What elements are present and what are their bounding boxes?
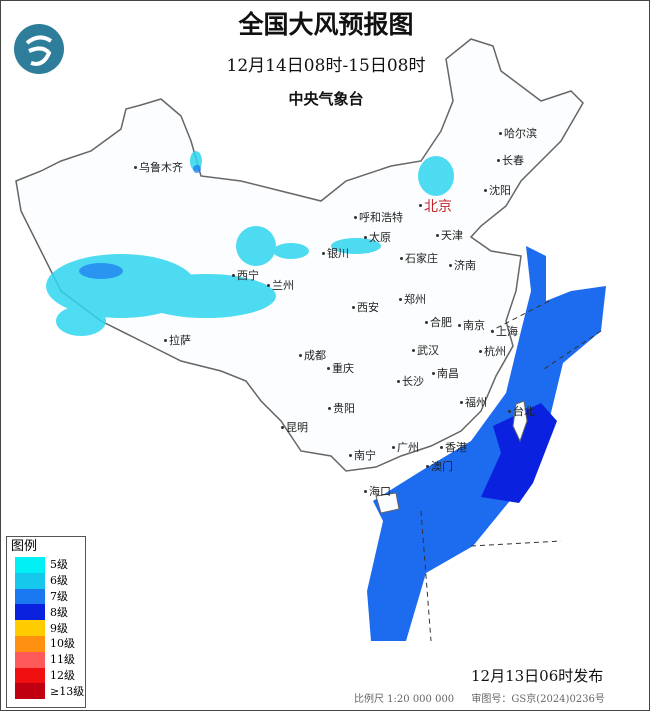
legend-item: 12级 bbox=[7, 667, 85, 684]
scale-label: 比例尺 1:20 000 000 bbox=[354, 694, 455, 705]
city-label: 广州 bbox=[392, 441, 419, 454]
city-label: 澳门 bbox=[426, 460, 453, 473]
city-label: 哈尔滨 bbox=[499, 127, 537, 140]
hainan-island bbox=[375, 492, 400, 514]
legend-swatch bbox=[15, 620, 45, 636]
taiwan-island bbox=[512, 400, 528, 443]
city-label: 海口 bbox=[364, 485, 391, 498]
legend-item: 9级 bbox=[7, 620, 85, 636]
city-label: 北京 bbox=[419, 199, 452, 215]
legend-label: 6级 bbox=[50, 574, 68, 588]
legend-swatch bbox=[15, 572, 45, 589]
legend-swatch bbox=[15, 683, 45, 700]
level-6-wind-areas bbox=[46, 151, 454, 336]
city-label: 长春 bbox=[497, 154, 524, 167]
city-label: 武汉 bbox=[412, 344, 439, 357]
city-label: 香港 bbox=[440, 441, 467, 454]
level-7-wind-inland bbox=[79, 165, 201, 279]
city-label: 杭州 bbox=[479, 345, 506, 358]
city-label: 南宁 bbox=[349, 449, 376, 462]
level-8-wind-sea-area bbox=[481, 403, 557, 503]
city-label: 昆明 bbox=[281, 421, 308, 434]
sea-boundary-lines bbox=[420, 300, 602, 642]
legend: 图例 5级 6级 7级 8级 9级 10级 11级 12级 ≥13级 bbox=[6, 536, 86, 708]
level-7-wind-sea-area bbox=[367, 246, 606, 641]
city-label: 南京 bbox=[458, 319, 485, 332]
legend-item: ≥13级 bbox=[7, 683, 85, 700]
legend-item: 7级 bbox=[7, 588, 85, 605]
city-label: 西宁 bbox=[232, 269, 259, 282]
legend-label: 5级 bbox=[50, 558, 68, 572]
legend-swatch bbox=[15, 651, 45, 668]
legend-item: 10级 bbox=[7, 635, 85, 652]
city-label: 上海 bbox=[491, 325, 518, 338]
city-label: 贵阳 bbox=[328, 402, 355, 415]
forecast-period: 12月14日08时-15日08时 bbox=[226, 56, 426, 76]
city-label: 呼和浩特 bbox=[354, 211, 403, 224]
legend-swatch bbox=[15, 557, 45, 573]
legend-label: ≥13级 bbox=[50, 684, 85, 698]
city-label: 福州 bbox=[460, 396, 487, 409]
legend-swatch bbox=[15, 588, 45, 605]
legend-swatch bbox=[15, 667, 45, 684]
city-label: 成都 bbox=[299, 349, 326, 362]
city-label: 石家庄 bbox=[400, 252, 438, 265]
legend-item: 11级 bbox=[7, 651, 85, 668]
city-label: 拉萨 bbox=[164, 334, 191, 347]
city-label: 台北 bbox=[508, 405, 535, 418]
issue-time: 12月13日06时发布 bbox=[471, 667, 604, 685]
city-label: 乌鲁木齐 bbox=[134, 161, 183, 174]
agency-name: 中央气象台 bbox=[288, 90, 364, 108]
city-label: 长沙 bbox=[397, 375, 424, 388]
city-label: 合肥 bbox=[425, 316, 452, 329]
legend-item: 5级 bbox=[7, 557, 85, 573]
map-footer: 比例尺 1:20 000 000 审图号：GS京(2024)0236号 bbox=[354, 693, 619, 706]
legend-label: 10级 bbox=[50, 637, 75, 651]
review-number: 审图号：GS京(2024)0236号 bbox=[471, 694, 605, 705]
legend-label: 9级 bbox=[50, 621, 68, 635]
legend-items: 5级 6级 7级 8级 9级 10级 11级 12级 ≥13级 bbox=[7, 557, 85, 700]
legend-item: 8级 bbox=[7, 604, 85, 621]
city-label: 太原 bbox=[364, 231, 391, 244]
map-title: 全国大风预报图 bbox=[238, 10, 414, 39]
legend-item: 6级 bbox=[7, 572, 85, 589]
legend-label: 11级 bbox=[50, 653, 75, 667]
city-label: 济南 bbox=[449, 259, 476, 272]
legend-label: 8级 bbox=[50, 605, 68, 619]
legend-title: 图例 bbox=[11, 539, 38, 554]
city-label: 兰州 bbox=[267, 279, 294, 292]
city-label: 郑州 bbox=[399, 293, 426, 306]
city-label: 银川 bbox=[322, 247, 349, 260]
city-label: 沈阳 bbox=[484, 184, 511, 197]
city-label: 西安 bbox=[352, 301, 379, 314]
legend-swatch bbox=[15, 604, 45, 621]
legend-swatch bbox=[15, 635, 45, 652]
city-label: 天津 bbox=[436, 229, 463, 242]
city-label: 重庆 bbox=[327, 362, 354, 375]
city-label: 南昌 bbox=[432, 367, 459, 380]
cma-logo-icon bbox=[14, 24, 64, 74]
legend-label: 12级 bbox=[50, 668, 75, 682]
legend-label: 7级 bbox=[50, 589, 68, 603]
